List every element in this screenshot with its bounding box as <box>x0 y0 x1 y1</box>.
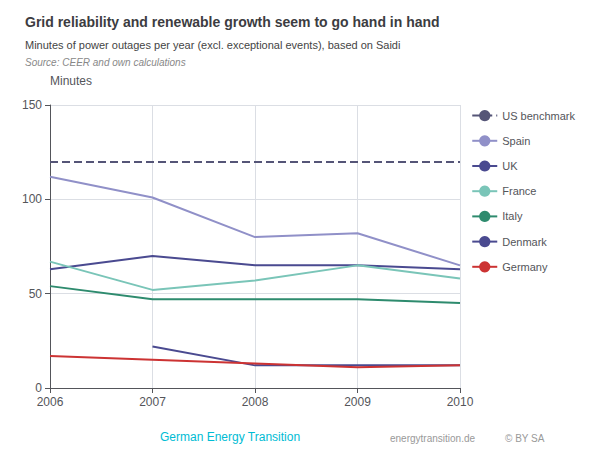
svg-text:100: 100 <box>22 192 42 206</box>
svg-text:Minutes: Minutes <box>50 74 92 88</box>
svg-text:2010: 2010 <box>447 395 474 409</box>
svg-text:German Energy Transition: German Energy Transition <box>160 430 300 444</box>
svg-text:Source: CEER and own calculati: Source: CEER and own calculations <box>25 57 186 68</box>
svg-text:50: 50 <box>29 287 43 301</box>
svg-text:Denmark: Denmark <box>502 236 547 248</box>
svg-text:US benchmark: US benchmark <box>502 110 575 122</box>
svg-text:2006: 2006 <box>37 395 64 409</box>
svg-text:Germany: Germany <box>502 261 548 273</box>
svg-text:Grid reliability and renewable: Grid reliability and renewable growth se… <box>25 14 440 30</box>
svg-text:energytransition.de: energytransition.de <box>390 433 475 444</box>
svg-text:UK: UK <box>502 160 518 172</box>
svg-text:150: 150 <box>22 98 42 112</box>
svg-text:© BY SA: © BY SA <box>505 433 545 444</box>
svg-text:France: France <box>502 185 536 197</box>
svg-text:2009: 2009 <box>344 395 371 409</box>
svg-text:2008: 2008 <box>242 395 269 409</box>
svg-text:Spain: Spain <box>502 135 530 147</box>
svg-text:Minutes of power outages per y: Minutes of power outages per year (excl.… <box>25 39 400 51</box>
svg-text:2007: 2007 <box>139 395 166 409</box>
svg-text:0: 0 <box>35 381 42 395</box>
svg-text:Italy: Italy <box>502 210 523 222</box>
